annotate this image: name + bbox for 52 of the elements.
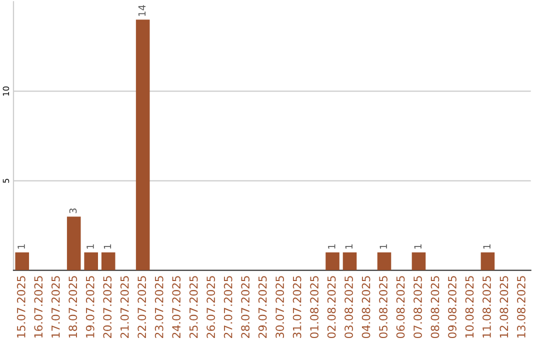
y-tick-label: 5 [2, 178, 10, 183]
x-tick-label: 09.08.2025 [448, 276, 456, 338]
x-tick-label: 01.08.2025 [310, 276, 318, 338]
x-tick-label: 02.08.2025 [327, 276, 336, 338]
bar [342, 252, 357, 270]
bar [377, 252, 392, 270]
x-tick-label: 29.07.2025 [258, 276, 267, 338]
data-label: 1 [483, 244, 490, 249]
x-tick-label: 19.07.2025 [86, 276, 94, 338]
x-tick-label: 04.08.2025 [362, 276, 370, 338]
x-tick-label: 25.07.2025 [189, 276, 198, 338]
x-tick-label: 30.07.2025 [276, 276, 284, 338]
x-tick-label: 17.07.2025 [51, 276, 60, 338]
x-tick-label: 22.07.2025 [138, 276, 146, 338]
x-tick-label: 11.08.2025 [482, 276, 491, 338]
x-tick-label: 06.08.2025 [396, 276, 405, 338]
bar [101, 252, 116, 270]
bar [326, 252, 340, 270]
x-tick-label: 10.08.2025 [465, 276, 474, 338]
data-label: 1 [345, 244, 352, 249]
x-tick-label: 16.07.2025 [34, 276, 43, 338]
x-tick-label: 13.08.2025 [517, 276, 526, 338]
x-tick-label: 23.07.2025 [154, 276, 164, 338]
x-tick-label: 07.08.2025 [414, 276, 422, 338]
bar [480, 252, 495, 270]
bar [412, 252, 426, 270]
x-tick-label: 21.07.2025 [120, 276, 129, 338]
y-tick-label: 10 [2, 86, 10, 96]
data-label: 1 [414, 244, 422, 249]
bar [15, 252, 30, 270]
data-label: 3 [69, 208, 77, 214]
data-label: 1 [380, 244, 387, 249]
data-label: 1 [328, 244, 336, 249]
x-tick-label: 24.07.2025 [172, 276, 181, 338]
x-tick-label: 15.07.2025 [16, 276, 26, 338]
x-tick-label: 31.07.2025 [292, 276, 302, 338]
x-tick-label: 26.07.2025 [206, 276, 216, 338]
x-tick-label: 28.07.2025 [241, 276, 250, 338]
x-tick-label: 18.07.2025 [68, 276, 78, 338]
x-tick-label: 27.07.2025 [224, 276, 232, 338]
bar [136, 20, 150, 270]
data-label: 1 [86, 244, 94, 249]
bar [66, 216, 81, 270]
data-label: 14 [138, 5, 146, 16]
data-label: 1 [18, 244, 25, 249]
x-tick-label: 05.08.2025 [379, 276, 388, 338]
x-tick-label: 12.08.2025 [500, 276, 508, 338]
x-tick-label: 08.08.2025 [430, 276, 440, 338]
data-label: 1 [104, 244, 112, 249]
x-tick-label: 20.07.2025 [103, 276, 112, 338]
bar [84, 252, 98, 270]
x-tick-label: 03.08.2025 [344, 276, 353, 338]
